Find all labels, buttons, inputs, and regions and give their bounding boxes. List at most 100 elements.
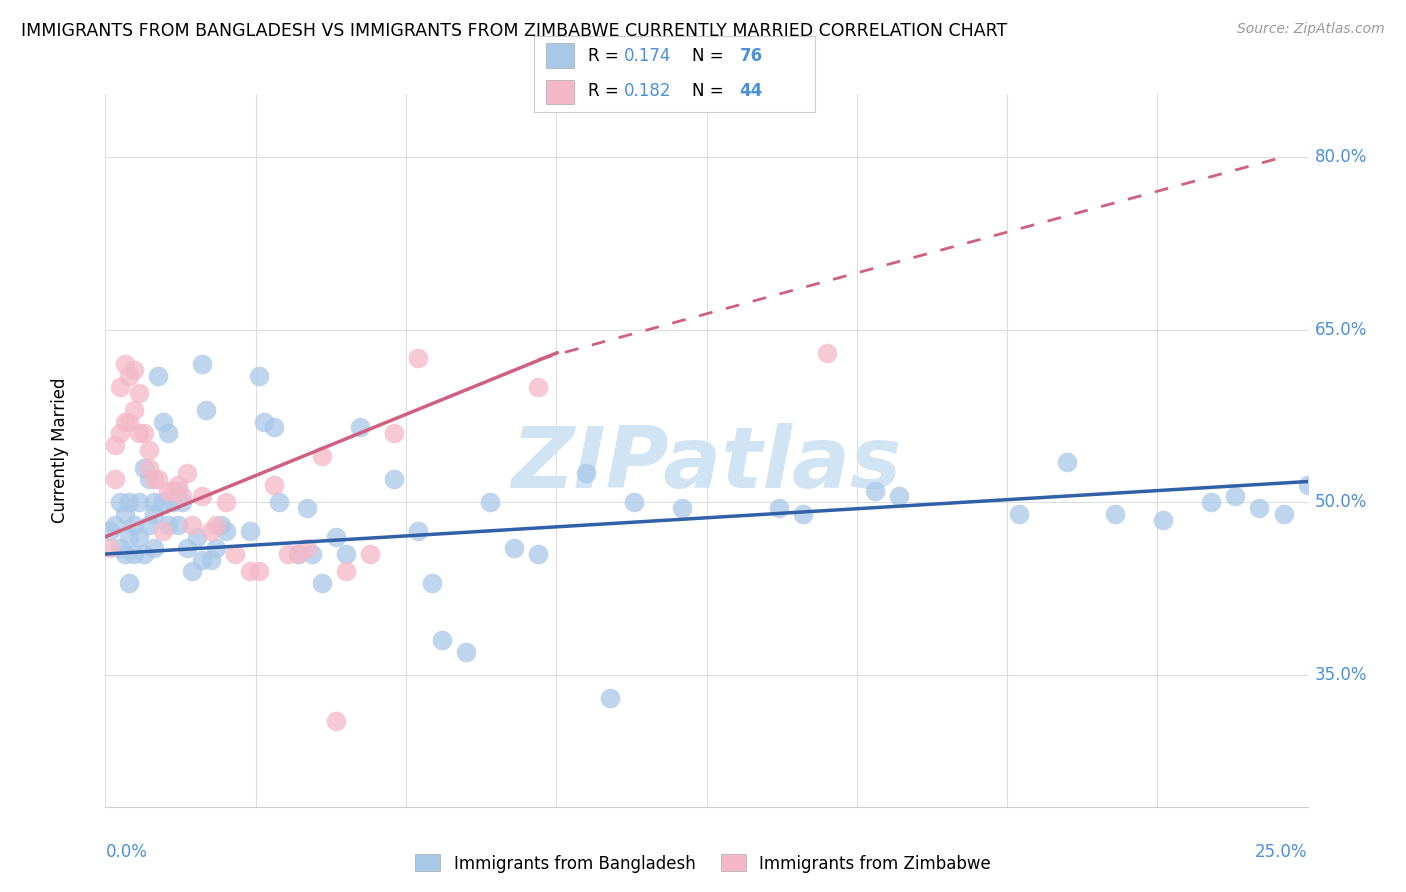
Point xyxy=(887,490,910,504)
Point xyxy=(671,501,693,516)
Point xyxy=(311,449,333,463)
Point xyxy=(166,518,188,533)
Point xyxy=(172,495,194,509)
Point xyxy=(162,495,184,509)
Point xyxy=(104,438,127,452)
Point xyxy=(118,368,141,383)
Text: 25.0%: 25.0% xyxy=(1256,843,1308,861)
Point xyxy=(142,507,165,521)
Point xyxy=(792,507,814,521)
Point xyxy=(181,564,204,578)
Point xyxy=(114,507,136,521)
Point xyxy=(1056,455,1078,469)
Point xyxy=(406,351,429,366)
Point xyxy=(575,467,598,481)
Point xyxy=(297,541,319,556)
Point xyxy=(176,541,198,556)
Point xyxy=(142,541,165,556)
Point xyxy=(382,472,405,486)
Point xyxy=(148,472,170,486)
Text: N =: N = xyxy=(692,46,728,65)
Point xyxy=(311,575,333,590)
Point xyxy=(599,690,621,705)
Point xyxy=(156,426,179,441)
Point xyxy=(132,426,155,441)
Text: 35.0%: 35.0% xyxy=(1315,666,1367,684)
Point xyxy=(1225,490,1247,504)
Point xyxy=(1296,478,1319,492)
Point xyxy=(239,524,262,538)
Point xyxy=(190,553,212,567)
Text: 44: 44 xyxy=(740,82,763,101)
Text: 0.0%: 0.0% xyxy=(105,843,148,861)
Text: Source: ZipAtlas.com: Source: ZipAtlas.com xyxy=(1237,22,1385,37)
Text: N =: N = xyxy=(692,82,728,101)
Point xyxy=(138,460,160,475)
Legend: Immigrants from Bangladesh, Immigrants from Zimbabwe: Immigrants from Bangladesh, Immigrants f… xyxy=(409,847,997,880)
Point xyxy=(205,518,228,533)
Point xyxy=(108,541,131,556)
Bar xyxy=(546,44,574,68)
Point xyxy=(148,368,170,383)
Point xyxy=(297,501,319,516)
Point xyxy=(156,518,179,533)
Point xyxy=(1008,507,1031,521)
Text: R =: R = xyxy=(588,82,624,101)
Point xyxy=(349,420,371,434)
Point xyxy=(108,495,131,509)
Point xyxy=(152,495,174,509)
Point xyxy=(287,547,309,561)
Point xyxy=(186,530,208,544)
Point xyxy=(277,547,299,561)
Point xyxy=(527,380,550,394)
Point xyxy=(176,467,198,481)
Point xyxy=(190,490,212,504)
Point xyxy=(247,368,270,383)
Point xyxy=(325,530,347,544)
Point xyxy=(138,472,160,486)
Point xyxy=(335,564,357,578)
Text: 0.174: 0.174 xyxy=(624,46,672,65)
Point xyxy=(190,357,212,371)
Point xyxy=(118,575,141,590)
Point xyxy=(200,553,222,567)
Text: 80.0%: 80.0% xyxy=(1315,148,1367,166)
Point xyxy=(479,495,502,509)
Point xyxy=(108,380,131,394)
Bar xyxy=(546,79,574,104)
Point xyxy=(527,547,550,561)
Point xyxy=(108,426,131,441)
Point xyxy=(382,426,405,441)
Point xyxy=(138,443,160,458)
Point xyxy=(768,501,790,516)
Point xyxy=(325,714,347,728)
Point xyxy=(195,403,218,417)
Point xyxy=(422,575,444,590)
Point xyxy=(128,530,150,544)
Point xyxy=(1249,501,1271,516)
Point xyxy=(200,524,222,538)
Point xyxy=(263,478,285,492)
Point xyxy=(104,518,127,533)
Point xyxy=(239,564,262,578)
Text: R =: R = xyxy=(588,46,624,65)
Point xyxy=(104,472,127,486)
Point xyxy=(166,478,188,492)
Point xyxy=(247,564,270,578)
Point xyxy=(214,495,236,509)
Point xyxy=(142,472,165,486)
Point xyxy=(623,495,645,509)
Point xyxy=(1201,495,1223,509)
Point xyxy=(128,385,150,400)
Point xyxy=(1152,512,1174,526)
Text: 76: 76 xyxy=(740,46,762,65)
Point xyxy=(124,403,146,417)
Point xyxy=(156,483,179,498)
Point xyxy=(142,495,165,509)
Point xyxy=(406,524,429,538)
Point xyxy=(430,633,453,648)
Point xyxy=(124,518,146,533)
Point xyxy=(132,460,155,475)
Point xyxy=(301,547,323,561)
Point xyxy=(118,415,141,429)
